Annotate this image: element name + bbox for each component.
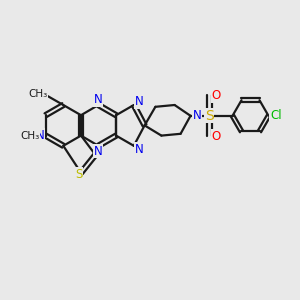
Text: N: N	[193, 109, 202, 122]
Text: N: N	[94, 93, 103, 106]
Text: N: N	[135, 95, 144, 108]
Text: O: O	[212, 130, 220, 143]
Text: CH₃: CH₃	[20, 130, 40, 141]
Text: N: N	[36, 129, 45, 142]
Text: CH₃: CH₃	[28, 89, 48, 99]
Text: O: O	[212, 89, 220, 102]
Text: Cl: Cl	[270, 109, 282, 122]
Text: N: N	[94, 145, 103, 158]
Text: S: S	[205, 109, 214, 123]
Text: S: S	[75, 167, 82, 181]
Text: N: N	[135, 143, 144, 156]
